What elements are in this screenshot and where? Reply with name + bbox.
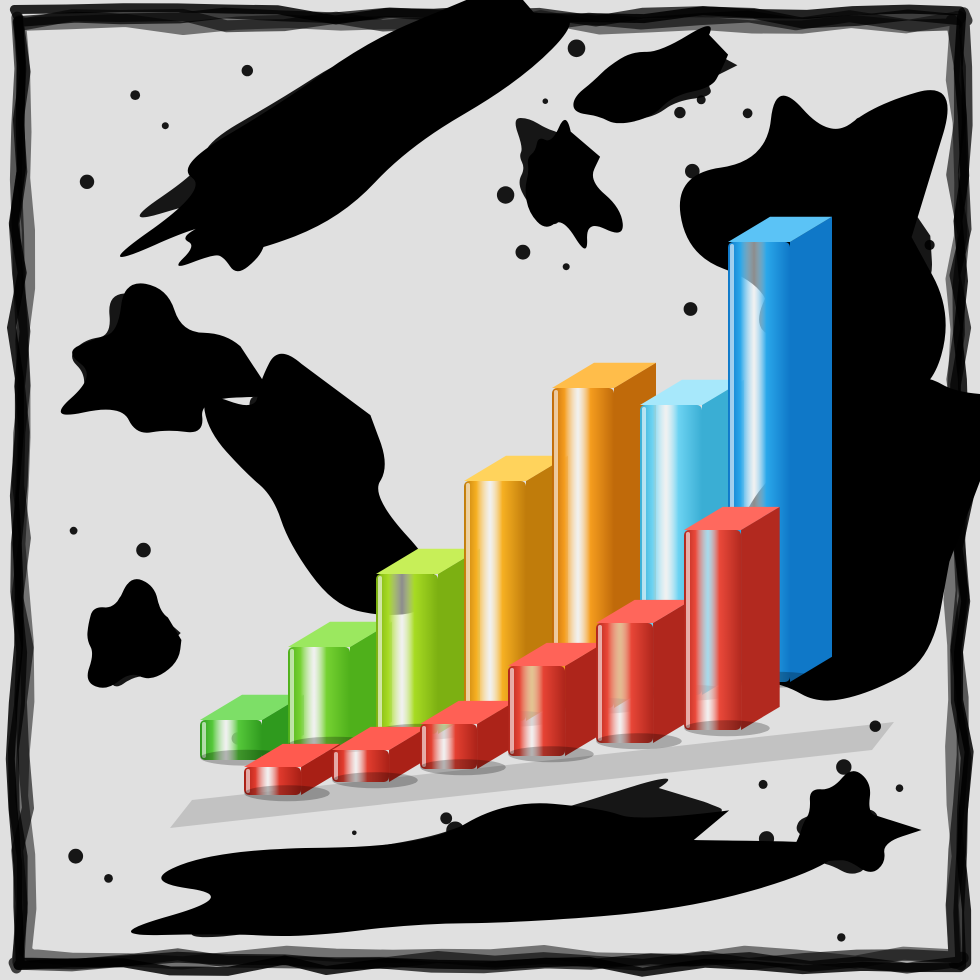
- stage: [0, 0, 980, 980]
- bar-chart-3d: [0, 0, 980, 980]
